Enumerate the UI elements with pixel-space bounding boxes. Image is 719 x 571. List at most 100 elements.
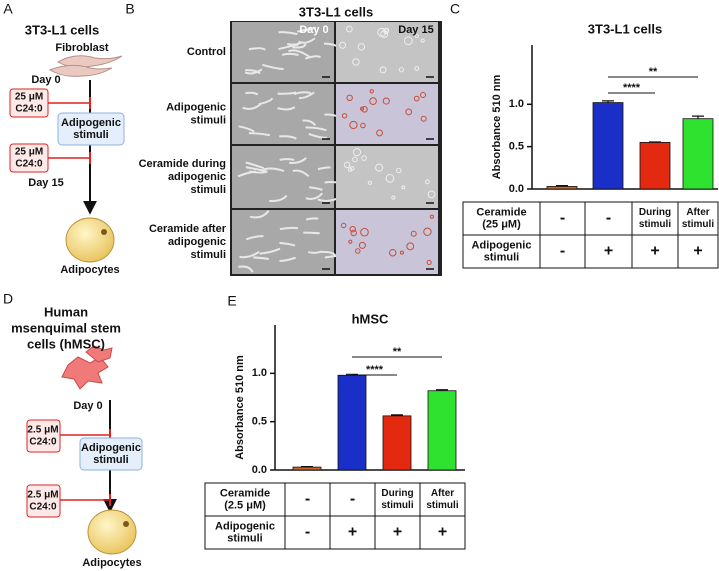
chart-title: 3T3-L1 cells <box>588 21 662 36</box>
y-axis-label: Absorbance 510 nm <box>234 355 246 460</box>
cell-shape <box>277 106 296 111</box>
y-tick-label: 0.0 <box>252 464 267 476</box>
stimuli-label: stimuli <box>73 129 108 141</box>
cell-shape <box>375 163 384 172</box>
cell-shape <box>309 186 323 191</box>
treatment-label: 25 μM <box>15 147 43 158</box>
cell-shape <box>248 132 271 137</box>
row-label: stimuli <box>191 114 226 126</box>
table-cell-text: - <box>350 491 355 508</box>
cell-shape <box>369 89 374 94</box>
micrograph <box>336 146 438 208</box>
cell-shape <box>269 194 288 202</box>
cell-shape <box>245 166 268 173</box>
cell-shape <box>361 155 367 161</box>
cell-shape <box>360 106 365 111</box>
table-cell-text: - <box>305 524 310 541</box>
cell-shape <box>401 185 406 190</box>
table-cell-text: stimuli <box>381 500 413 511</box>
cell-shape <box>242 102 262 110</box>
cell-shape <box>346 94 353 102</box>
cell-shape <box>360 122 366 129</box>
cell-shape <box>279 135 297 140</box>
treatment-label: C24:0 <box>29 437 57 448</box>
cell-shape <box>308 132 328 139</box>
table-cell-text: After <box>431 488 454 499</box>
cell-shape <box>302 119 317 126</box>
cell-shape <box>427 190 436 199</box>
table-cell-text: + <box>438 524 447 541</box>
bar <box>292 466 322 471</box>
cell-shape <box>413 95 420 102</box>
micrograph <box>336 210 438 274</box>
cell-shape <box>379 66 387 74</box>
treatment-label: C24:0 <box>15 104 43 115</box>
cell-shape <box>298 37 316 44</box>
cell-shape <box>249 210 270 219</box>
bar <box>382 415 412 471</box>
bar <box>546 186 578 190</box>
cell-shape <box>420 38 425 43</box>
cell-shape <box>382 97 390 105</box>
cell-shape <box>349 225 356 233</box>
cell-shape <box>399 250 404 255</box>
cell-shape <box>278 31 298 36</box>
cell-shape <box>389 248 397 257</box>
cell-shape <box>238 125 255 133</box>
cell-shape <box>385 174 395 183</box>
cell-shape <box>238 265 254 273</box>
cell-shape <box>239 251 260 259</box>
significance-label: ** <box>393 346 402 358</box>
table-cell-text: During <box>639 207 671 218</box>
cell-shape <box>305 192 324 201</box>
table-cell-text: + <box>393 524 402 541</box>
stimuli-label: Adipogenic <box>61 117 121 129</box>
table-cell-text: + <box>604 243 613 260</box>
significance-label: **** <box>366 364 384 376</box>
table-cell-text: stimuli <box>682 219 714 230</box>
table-row-label: Adipogenic <box>215 520 275 532</box>
error-bar <box>602 100 614 103</box>
cell-shape <box>262 63 284 71</box>
day-label: Day 0 <box>31 74 60 86</box>
table-cell-text: - <box>606 210 611 227</box>
table-row-label: stimuli <box>227 532 262 544</box>
treatment-label: 25 μM <box>15 92 43 103</box>
cell-shape <box>391 195 396 200</box>
cell-shape <box>289 157 307 164</box>
row-label: Ceramide during <box>139 158 226 170</box>
cell-shape <box>383 28 389 34</box>
cell-shape <box>406 242 415 251</box>
cell-shape <box>361 106 368 113</box>
y-tick-label: 0.5 <box>509 141 524 153</box>
cell-shape <box>293 91 312 96</box>
cell-label: Adipocytes <box>60 264 119 276</box>
y-tick-label: 1.0 <box>509 98 524 110</box>
panel-title: 3T3-L1 cells <box>299 4 373 19</box>
bar <box>592 102 624 190</box>
cell-shape <box>346 25 353 33</box>
cell-shape <box>244 68 263 75</box>
chart-title: hMSC <box>352 311 389 326</box>
cell-shape <box>369 97 377 105</box>
cell-shape <box>352 148 362 157</box>
y-axis-label: Absorbance 510 nm <box>491 75 503 180</box>
panel-label: E <box>227 293 236 309</box>
bar <box>337 374 367 471</box>
significance-label: ** <box>649 66 658 78</box>
day-label: Day 0 <box>73 400 102 412</box>
y-tick-label: 0.5 <box>252 416 267 428</box>
cell-shape <box>303 231 320 235</box>
cell-shape <box>341 113 348 119</box>
table-cell <box>462 234 719 269</box>
error-bar <box>692 115 704 119</box>
panel-title: msenquimal stem <box>11 320 121 335</box>
table-cell-text: During <box>381 488 413 499</box>
row-label: Ceramide after <box>149 223 227 235</box>
table-cell-text: - <box>560 210 565 227</box>
cell-shape <box>420 115 427 122</box>
bar <box>639 142 671 190</box>
y-tick-label: 0.0 <box>509 183 524 195</box>
treatment-label: C24:0 <box>29 502 57 513</box>
cell-label: Adipocytes <box>82 557 141 569</box>
